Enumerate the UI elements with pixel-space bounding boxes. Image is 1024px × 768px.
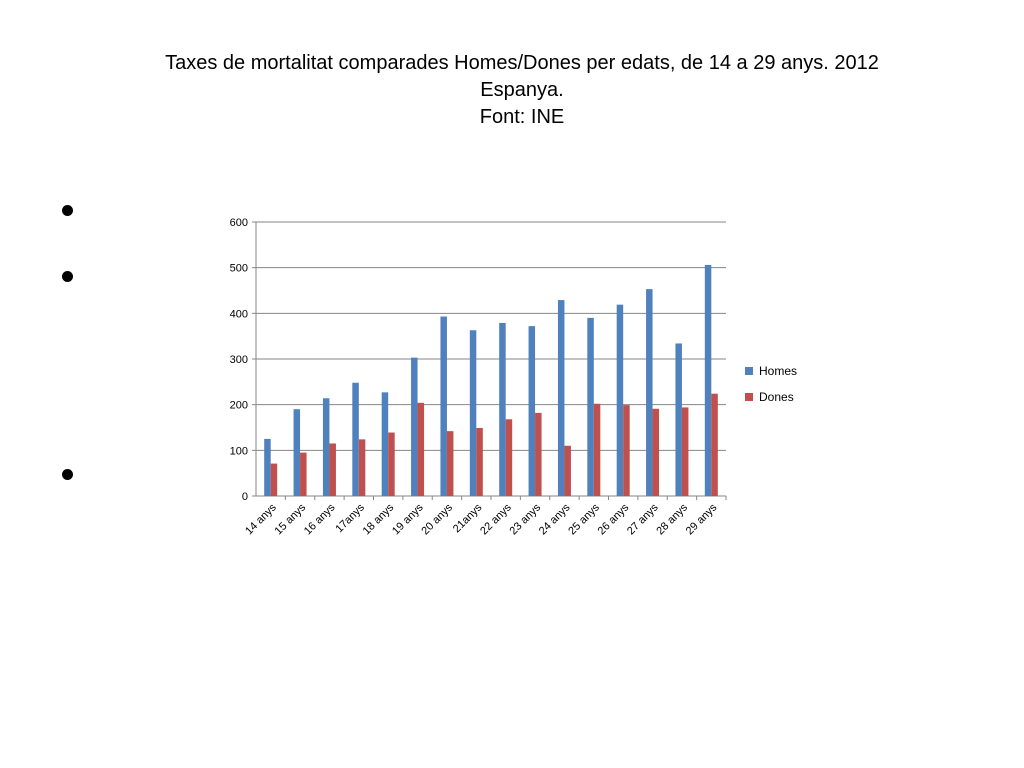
- y-tick-label: 500: [230, 263, 248, 275]
- bar-dones: [417, 402, 425, 496]
- x-tick-label: 22 anys: [478, 501, 514, 537]
- bar-dones: [593, 403, 601, 496]
- bar-dones: [623, 405, 630, 496]
- bar-homes: [675, 343, 682, 496]
- bar-dones: [270, 463, 278, 496]
- y-tick-label: 0: [242, 491, 248, 503]
- x-tick-label: 27 anys: [625, 501, 661, 537]
- bar-homes: [293, 409, 301, 496]
- legend-item-dones: Dones: [745, 388, 797, 406]
- chart-legend: Homes Dones: [745, 362, 797, 414]
- bar-homes: [322, 398, 330, 496]
- x-tick-label: 20 anys: [419, 501, 455, 537]
- x-tick-label: 16 anys: [302, 501, 338, 537]
- bar-homes: [704, 264, 712, 496]
- bar-homes: [557, 300, 565, 496]
- legend-swatch-homes: [745, 367, 753, 375]
- title-line-2: Espanya.: [480, 79, 564, 101]
- bar-dones: [652, 408, 660, 496]
- bar-dones: [300, 452, 307, 496]
- bar-homes: [264, 438, 271, 496]
- bar-dones: [681, 407, 689, 496]
- bar-homes: [587, 317, 594, 496]
- legend-item-homes: Homes: [745, 362, 797, 380]
- legend-label-dones: Dones: [759, 390, 794, 404]
- x-tick-label: 28 anys: [654, 501, 690, 537]
- bar-dones: [329, 443, 336, 496]
- x-tick-label: 15 anys: [272, 501, 308, 537]
- bar-homes: [411, 357, 418, 496]
- title-line-3: Font: INE: [479, 106, 565, 128]
- x-tick-label: 19 anys: [390, 501, 426, 537]
- x-tick-label: 29 anys: [684, 501, 720, 537]
- bar-dones: [505, 419, 513, 496]
- bar-homes: [616, 304, 624, 496]
- legend-label-homes: Homes: [759, 364, 798, 378]
- x-tick-label: 23 anys: [507, 501, 543, 537]
- bar-dones: [358, 439, 366, 496]
- bullet-point: [62, 271, 73, 282]
- bar-dones: [535, 412, 542, 496]
- bar-dones: [446, 431, 454, 496]
- bar-dones: [388, 432, 395, 496]
- bar-homes: [440, 316, 447, 496]
- y-tick-label: 400: [230, 308, 248, 320]
- bar-dones: [564, 445, 571, 496]
- slide-title: Taxes de mortalitat comparades Homes/Don…: [60, 50, 984, 131]
- x-tick-label: 25 anys: [566, 501, 602, 537]
- bar-homes: [528, 326, 536, 496]
- bar-homes: [352, 382, 359, 496]
- bullet-point: [62, 205, 73, 216]
- bar-homes: [499, 322, 506, 496]
- bar-homes: [381, 392, 389, 496]
- x-tick-label: 18 anys: [361, 501, 397, 537]
- y-tick-label: 300: [230, 354, 248, 366]
- bar-homes: [469, 330, 477, 496]
- bar-dones: [711, 393, 718, 496]
- x-tick-label: 26 anys: [596, 501, 632, 537]
- x-tick-label: 24 anys: [537, 501, 573, 537]
- y-tick-label: 600: [230, 217, 248, 229]
- bar-dones: [476, 427, 483, 496]
- legend-swatch-dones: [745, 393, 753, 401]
- bar-homes: [646, 289, 653, 496]
- title-line-1: Taxes de mortalitat comparades Homes/Don…: [165, 52, 879, 74]
- bullet-point: [62, 469, 73, 480]
- x-tick-label: 14 anys: [243, 501, 279, 537]
- y-tick-label: 200: [230, 400, 248, 412]
- y-tick-label: 100: [230, 445, 248, 457]
